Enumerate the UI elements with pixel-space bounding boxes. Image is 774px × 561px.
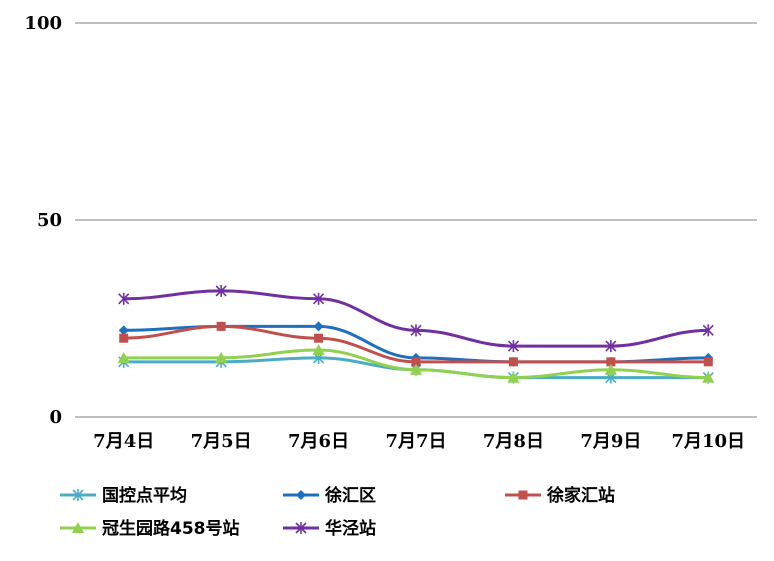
data-point-marker — [410, 363, 422, 375]
x-tick-label: 7月4日 — [93, 431, 154, 452]
x-axis-ticks: 7月4日 7月5日 7月6日 7月7日 7月8日 7月9日 7月10日 — [93, 431, 745, 452]
data-point-marker — [604, 363, 617, 375]
data-point-marker — [118, 292, 130, 305]
x-tick-label: 7月9日 — [580, 431, 641, 452]
data-point-marker — [72, 522, 84, 533]
series-line — [123, 289, 709, 348]
data-point-marker — [507, 371, 520, 383]
legend-item: 国控点平均 — [60, 485, 187, 506]
data-point-marker — [702, 324, 714, 337]
data-point-marker — [411, 357, 421, 367]
series-5 — [118, 284, 714, 353]
data-point-marker — [703, 357, 713, 367]
legend-label: 徐汇区 — [324, 485, 376, 506]
series-4 — [117, 344, 715, 383]
y-tick-label: 0 — [49, 407, 62, 428]
data-point-marker — [72, 489, 84, 501]
data-point-marker — [606, 357, 616, 367]
data-point-marker — [313, 292, 325, 305]
legend-label: 冠生园路458号站 — [102, 518, 240, 539]
legend-item: 冠生园路458号站 — [60, 518, 240, 539]
legend-item: 徐家汇站 — [505, 485, 615, 506]
data-point-marker — [507, 340, 519, 353]
legend-label: 华泾站 — [325, 518, 376, 539]
y-axis-ticks: 0 50 100 — [24, 13, 62, 428]
x-tick-label: 7月10日 — [671, 431, 745, 452]
data-point-marker — [118, 325, 129, 336]
data-point-marker — [518, 490, 528, 500]
y-tick-label: 100 — [24, 13, 62, 34]
x-tick-label: 7月8日 — [483, 431, 544, 452]
series-3 — [119, 321, 713, 367]
legend-item: 华泾站 — [283, 518, 376, 539]
legend-item: 徐汇区 — [283, 485, 376, 506]
data-point-marker — [702, 371, 715, 383]
x-tick-label: 7月7日 — [385, 431, 446, 452]
data-point-marker — [314, 333, 324, 343]
y-tick-label: 50 — [37, 210, 62, 231]
x-tick-label: 7月6日 — [288, 431, 349, 452]
legend-label: 国控点平均 — [102, 485, 187, 506]
data-point-marker — [296, 490, 306, 500]
data-point-marker — [312, 344, 325, 356]
series-lines — [117, 284, 715, 384]
gridlines — [75, 22, 757, 418]
data-point-marker — [119, 333, 129, 343]
data-point-marker — [117, 351, 130, 363]
data-point-marker — [313, 321, 324, 332]
data-point-marker — [508, 357, 518, 367]
data-point-marker — [295, 522, 307, 534]
data-point-marker — [215, 284, 227, 297]
legend-label: 徐家汇站 — [546, 485, 615, 506]
x-tick-label: 7月5日 — [191, 431, 252, 452]
data-point-marker — [216, 321, 226, 331]
data-point-marker — [215, 351, 228, 363]
data-point-marker — [605, 340, 617, 353]
data-point-marker — [410, 324, 422, 337]
